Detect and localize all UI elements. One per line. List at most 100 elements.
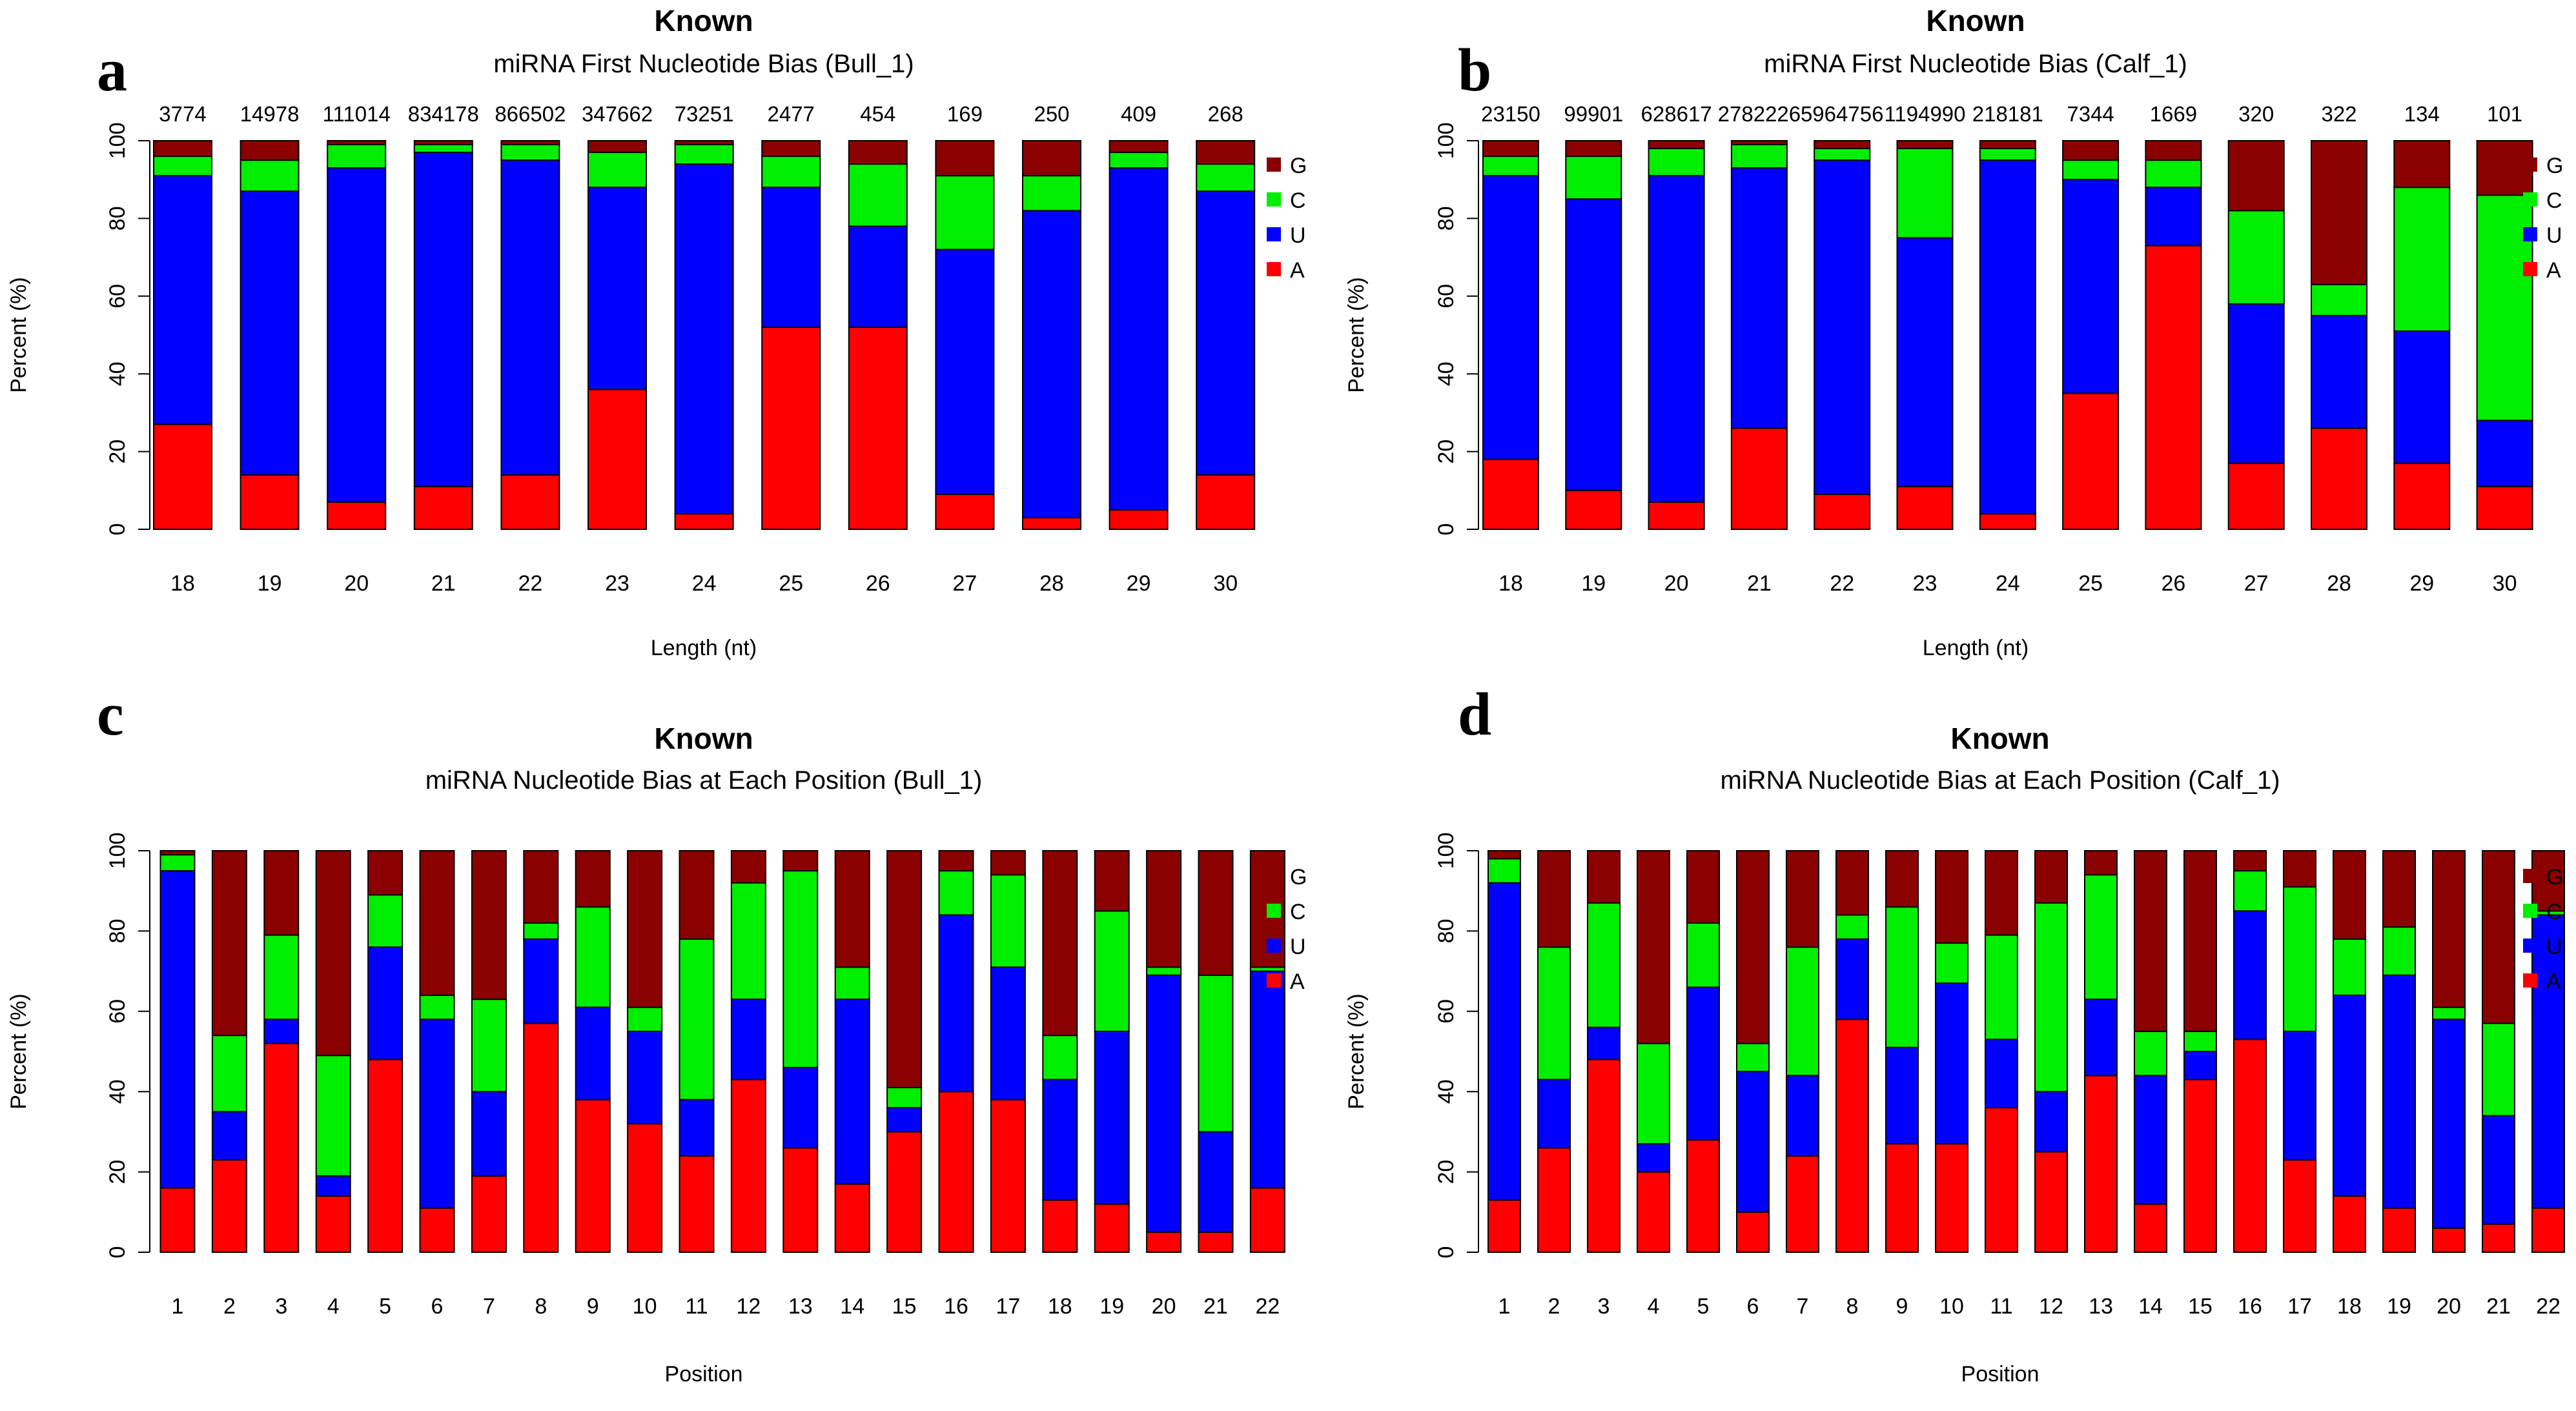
bar-segment-A: [1565, 489, 1622, 530]
bar-segment-C: [1196, 163, 1256, 192]
bar-segment-U: [153, 175, 212, 425]
bar-21: [2482, 850, 2515, 1253]
bar-segment-G: [2432, 850, 2466, 1008]
bar-segment-C: [159, 854, 196, 872]
bar-segment-U: [679, 1099, 715, 1157]
bar-18: [153, 140, 212, 531]
x-tick-label: 16: [2238, 1294, 2262, 1319]
bar-segment-G: [1109, 140, 1169, 154]
count-label: 1194990: [1884, 102, 1965, 126]
x-tick-label: 7: [1797, 1294, 1809, 1319]
bar-segment-A: [990, 1099, 1026, 1254]
legend-label-C: C: [2546, 900, 2562, 924]
bar-segment-C: [413, 144, 473, 154]
legend-label-U: U: [1290, 935, 1306, 959]
bar-segment-G: [240, 140, 300, 161]
bar-30: [2476, 140, 2533, 531]
chart-title: miRNA Nucleotide Bias at Each Position (…: [1720, 766, 2280, 795]
y-axis-label: Percent (%): [6, 277, 31, 393]
x-tick-label: 10: [1939, 1294, 1964, 1319]
x-tick-label: 8: [1846, 1294, 1859, 1319]
bar-segment-U: [782, 1066, 819, 1149]
x-tick-label: 30: [2493, 571, 2517, 596]
bar-segment-U: [990, 966, 1026, 1101]
bar-8: [1835, 850, 1869, 1253]
legend-label-U: U: [2546, 223, 2562, 248]
chart-title-top: Known: [1926, 4, 2025, 37]
y-tick-label: 20: [1434, 440, 1458, 464]
bar-segment-A: [730, 1079, 766, 1254]
bar-segment-G: [1637, 850, 1670, 1044]
bar-segment-U: [2393, 330, 2451, 464]
bar-15: [886, 850, 923, 1254]
y-tick-label: 80: [105, 919, 130, 943]
bar-segment-G: [419, 850, 455, 996]
bar-segment-A: [2134, 1203, 2167, 1253]
bar-segment-U: [1537, 1079, 1571, 1149]
count-label: 409: [1121, 102, 1156, 126]
bar-segment-C: [990, 874, 1026, 968]
bar-segment-U: [1648, 175, 1705, 503]
bar-18: [2333, 850, 2366, 1254]
bar-segment-G: [1487, 850, 1521, 860]
count-label: 99901: [1564, 102, 1623, 126]
bar-4: [315, 850, 351, 1254]
bar-segment-U: [419, 1019, 455, 1209]
bar-segment-U: [413, 152, 473, 487]
chart-title: miRNA Nucleotide Bias at Each Position (…: [425, 766, 983, 795]
bar-2: [1537, 850, 1571, 1254]
x-tick-label: 20: [1152, 1294, 1176, 1319]
x-tick-label: 13: [788, 1294, 813, 1319]
x-tick-label: 21: [431, 571, 456, 596]
bar-14: [834, 850, 870, 1254]
bar-segment-G: [2482, 850, 2515, 1024]
bar-segment-G: [500, 140, 560, 146]
bar-segment-G: [782, 850, 819, 872]
bar-segment-A: [938, 1091, 974, 1253]
bar-segment-A: [1814, 493, 1871, 531]
x-tick-label: 28: [2327, 571, 2351, 596]
bar-9: [1885, 850, 1919, 1254]
bar-segment-C: [575, 906, 611, 1008]
bar-segment-C: [211, 1035, 247, 1113]
bar-segment-G: [2034, 850, 2068, 904]
bar-segment-U: [2183, 1051, 2217, 1081]
bar-segment-C: [2311, 283, 2367, 316]
bar-segment-A: [575, 1099, 611, 1254]
y-tick-label: 40: [1434, 361, 1458, 386]
bar-segment-A: [1637, 1171, 1670, 1253]
count-label: 1669: [2150, 102, 2197, 126]
bar-segment-A: [1835, 1019, 1869, 1253]
y-tick-label: 100: [1434, 833, 1458, 869]
x-tick-label: 14: [2138, 1294, 2163, 1319]
panel-letter: d: [1458, 681, 1491, 748]
legend-swatch-U: [2523, 227, 2537, 241]
bar-11: [679, 850, 715, 1253]
bar-10: [627, 850, 663, 1253]
bar-segment-A: [1896, 485, 1954, 531]
bar-segment-C: [2393, 187, 2451, 332]
bar-segment-C: [2283, 886, 2316, 1032]
x-tick-label: 29: [1127, 571, 1151, 596]
bar-segment-G: [1736, 850, 1770, 1044]
bar-segment-A: [1587, 1059, 1620, 1253]
chart-title-top: Known: [654, 4, 753, 37]
y-tick-label: 40: [1434, 1079, 1458, 1104]
y-tick-label: 100: [105, 833, 130, 869]
bar-segment-G: [2311, 140, 2367, 285]
panel-letter: a: [97, 37, 127, 104]
legend-swatch-C: [1267, 904, 1281, 918]
bar-segment-U: [263, 1019, 300, 1044]
bar-segment-U: [1985, 1039, 2018, 1109]
y-tick-label: 80: [1434, 206, 1458, 230]
x-tick-label: 18: [1048, 1294, 1072, 1319]
bar-segment-C: [1042, 1035, 1078, 1081]
x-tick-label: 30: [1213, 571, 1238, 596]
bar-segment-C: [1198, 974, 1234, 1133]
bar-segment-G: [1042, 850, 1078, 1037]
x-tick-label: 13: [2089, 1294, 2113, 1319]
bar-25: [2062, 140, 2120, 530]
bar-segment-U: [886, 1107, 923, 1133]
bar-segment-G: [315, 850, 351, 1057]
